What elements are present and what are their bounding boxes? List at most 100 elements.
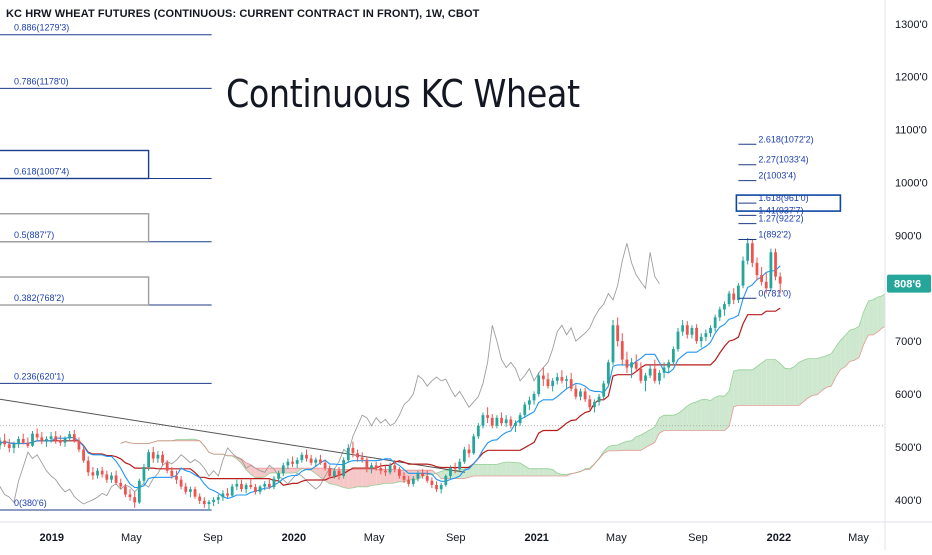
candle-body (403, 476, 406, 480)
candle-body (13, 444, 16, 448)
candle-body (477, 426, 480, 437)
candle-body (626, 360, 629, 368)
time-axis-tick-label: Sep (688, 532, 708, 544)
candle-body (124, 487, 127, 495)
candle-body (161, 455, 164, 463)
candle-body (491, 418, 494, 426)
candle-body (8, 444, 11, 448)
cloud-segment (502, 462, 507, 476)
candle-body (356, 453, 359, 457)
price-axis-tick-label: 700'0 (895, 336, 922, 348)
cloud-segment (766, 360, 771, 406)
candle-body (570, 379, 573, 389)
cloud-segment (353, 469, 358, 488)
price-axis-tick-label: 500'0 (895, 442, 922, 454)
candle-body (352, 448, 355, 453)
time-axis-tick-label: Sep (446, 532, 466, 544)
candle-body (695, 328, 698, 341)
candle-body (0, 441, 1, 446)
candle-body (249, 485, 252, 487)
candle-body (444, 476, 447, 485)
candle-body (64, 438, 67, 442)
candle-body (50, 436, 53, 439)
candle-body (667, 362, 670, 367)
candle-body (463, 450, 466, 462)
candle-body (254, 487, 257, 492)
time-axis-tick-label: Sep (203, 532, 223, 544)
candle-body (496, 418, 499, 426)
candle-body (514, 423, 517, 426)
fib-level-label: 0.5(887'7) (14, 230, 54, 240)
candle-body (602, 383, 605, 396)
cloud-segment (511, 462, 516, 476)
candle-body (273, 479, 276, 487)
cloud-segment (288, 468, 293, 473)
candle-body (389, 465, 392, 472)
cloud-segment (850, 329, 855, 362)
candle-body (319, 460, 322, 463)
candle-body (68, 434, 71, 438)
candle-body (87, 461, 90, 473)
candle-body (533, 394, 536, 400)
candle-body (78, 441, 81, 450)
candle-body (375, 465, 378, 468)
candle-body (115, 475, 118, 482)
candle-body (607, 362, 610, 383)
candle-body (300, 455, 303, 460)
cloud-segment (785, 368, 790, 405)
candle-body (287, 462, 290, 466)
candle-body (212, 500, 215, 502)
candle-body (458, 462, 461, 469)
candle-body (222, 493, 225, 497)
cloud-segment (260, 468, 265, 478)
price-axis-tick-label: 600'0 (895, 389, 922, 401)
cloud-segment (817, 357, 822, 395)
candle-body (333, 471, 336, 476)
cloud-segment (813, 359, 818, 396)
cloud-segment (539, 469, 544, 476)
candle-body (180, 480, 183, 487)
candle-body (203, 501, 206, 504)
cloud-segment (841, 335, 846, 369)
cloud-segment (492, 464, 497, 476)
fib-level-label: 0.618(1007'4) (14, 166, 69, 176)
candle-body (542, 376, 545, 380)
candle-body (765, 282, 768, 288)
candle-body (217, 497, 220, 500)
candle-body (728, 294, 731, 305)
cloud-segment (529, 469, 534, 476)
candle-body (291, 462, 294, 464)
cloud-segment (506, 462, 511, 476)
cloud-segment (822, 356, 827, 391)
candle-body (259, 487, 262, 492)
candle-body (714, 317, 717, 328)
candle-body (101, 471, 104, 475)
fib-level-label: 0.886(1279'3) (14, 23, 69, 33)
cloud-segment (734, 370, 739, 407)
cloud-segment (808, 359, 813, 398)
candle-body (82, 450, 85, 461)
cloud-segment (776, 360, 781, 406)
cloud-segment (687, 403, 692, 430)
candle-body (105, 474, 108, 479)
cloud-segment (864, 301, 869, 344)
candle-body (779, 277, 782, 284)
cloud-segment (673, 414, 678, 431)
candle-body (370, 465, 373, 468)
candle-body (277, 473, 280, 478)
cloud-segment (794, 362, 799, 405)
candle-body (742, 261, 745, 286)
candle-body (658, 373, 661, 381)
candle-body (774, 252, 777, 276)
time-axis-tick-label: 2020 (282, 532, 306, 544)
candle-body (324, 463, 327, 468)
cloud-segment (692, 402, 697, 431)
candle-body (653, 369, 656, 381)
cloud-segment (724, 391, 729, 431)
candle-body (91, 472, 94, 475)
cloud-segment (627, 441, 632, 451)
cloud-segment (780, 364, 785, 406)
cloud-segment (478, 464, 483, 476)
candle-body (472, 436, 475, 453)
